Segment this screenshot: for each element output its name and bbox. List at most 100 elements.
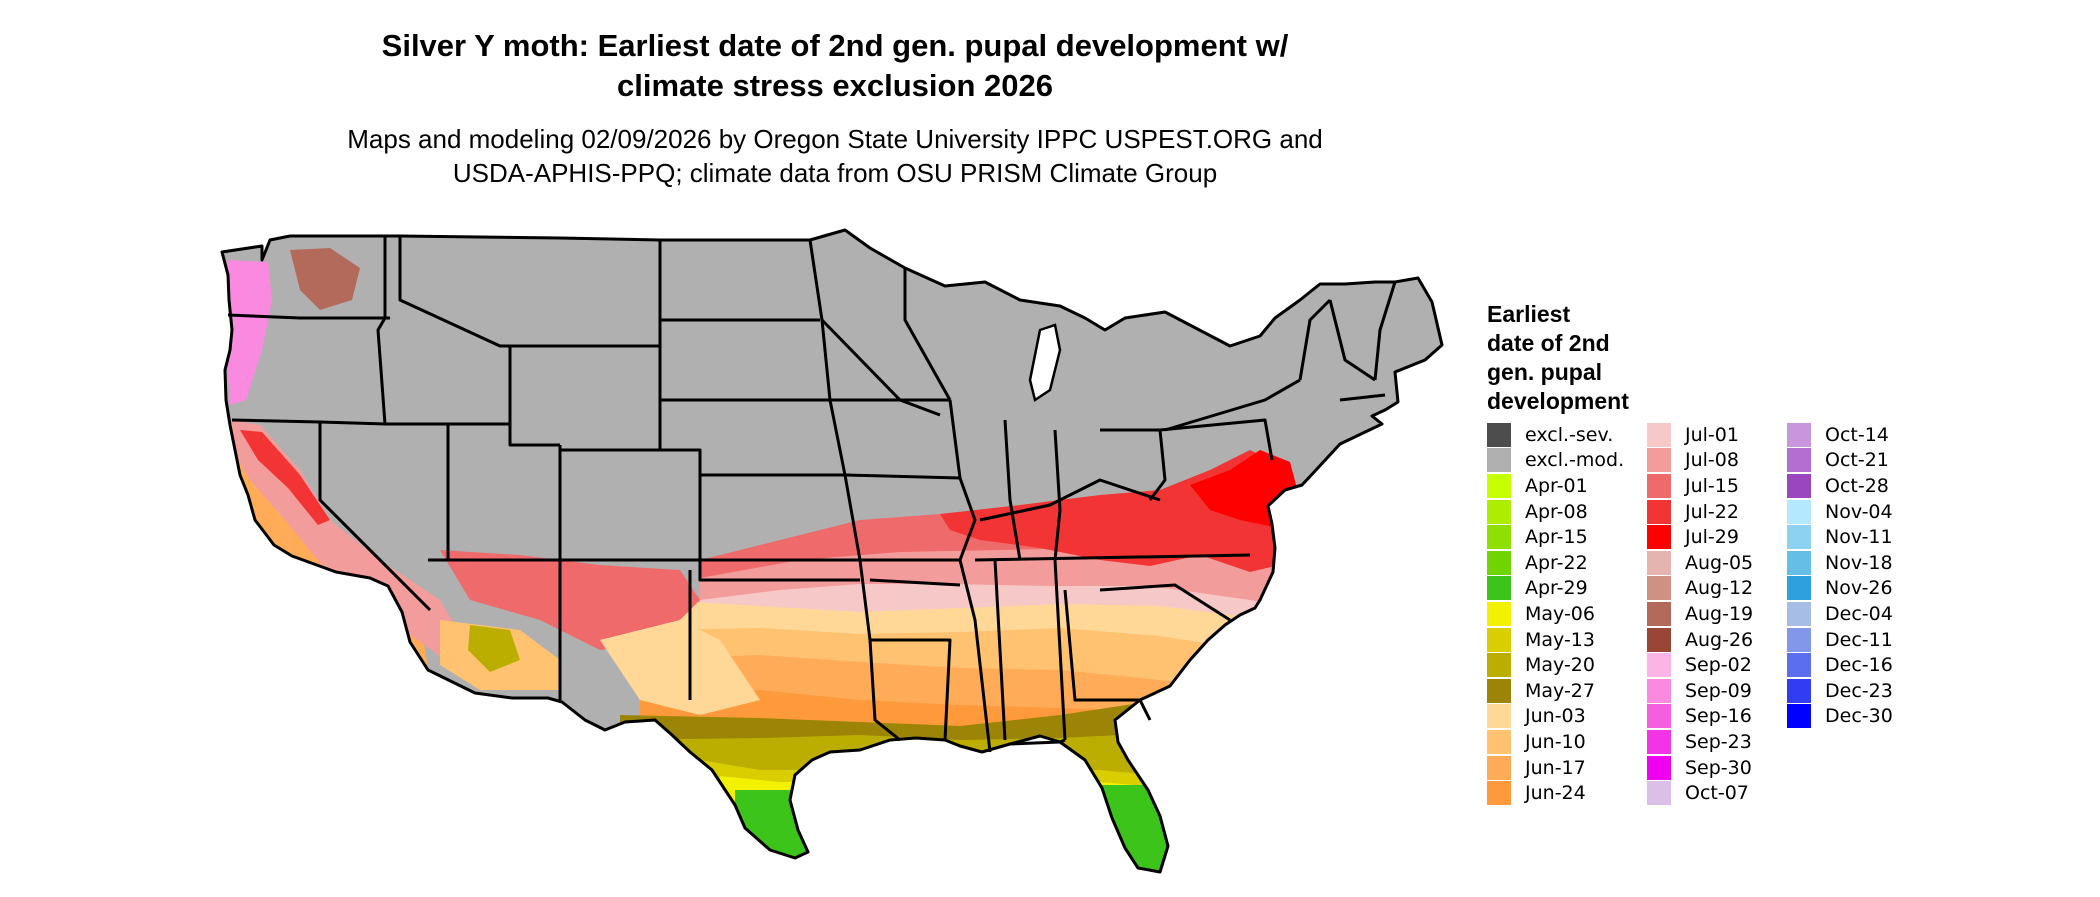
map-subtitle-line-2: USDA-APHIS-PPQ; climate data from OSU PR… [452,158,1218,188]
legend-item: May-13 [1487,627,1624,653]
legend-item: May-06 [1487,601,1624,627]
legend-swatch [1647,729,1671,754]
legend-label: Nov-04 [1825,500,1893,523]
map-title-line-1: Silver Y moth: Earliest date of 2nd gen.… [381,28,1289,63]
zone-aug-19-columbia-basin [290,248,360,310]
legend-label: Aug-26 [1685,628,1754,651]
zone-may-20-arizona [468,625,520,672]
legend-swatch [1487,601,1511,626]
legend-item: Apr-15 [1487,524,1624,550]
zone-jun-03-texas [600,620,760,715]
legend-swatch [1487,627,1511,652]
legend: Earliest date of 2nd gen. pupal developm… [1487,300,2087,820]
legend-swatch [1487,755,1511,780]
legend-swatch [1647,525,1671,550]
legend-column-2: Jul-01 Jul-08 Jul-15 Jul-22 Jul-29 Aug-05 Aug-… [1647,422,1753,806]
legend-swatch [1487,473,1511,498]
state-borders [220,228,1444,874]
legend-item: Apr-29 [1487,576,1624,602]
legend-swatch [1787,473,1811,498]
legend-label: Apr-01 [1525,474,1588,497]
legend-label: Jun-10 [1525,730,1586,753]
legend-label: Oct-14 [1825,423,1889,446]
legend-swatch [1647,601,1671,626]
legend-swatch [1787,550,1811,575]
legend-swatch [1487,550,1511,575]
legend-swatch [1487,781,1511,806]
legend-item: Dec-11 [1787,627,1893,653]
legend-swatch [1487,729,1511,754]
legend-label: Dec-30 [1825,705,1893,728]
legend-swatch [1787,678,1811,703]
legend-label: Sep-23 [1685,730,1752,753]
legend-item: Nov-26 [1787,576,1893,602]
legend-swatch [1487,499,1511,524]
legend-item: Jul-29 [1647,524,1753,550]
legend-swatch [1647,627,1671,652]
legend-item: Aug-12 [1647,576,1753,602]
legend-swatch [1487,448,1511,473]
legend-label: Dec-04 [1825,602,1893,625]
legend-item: Jul-22 [1647,499,1753,525]
legend-label: Oct-21 [1825,449,1889,472]
legend-label: Jul-15 [1685,474,1739,497]
legend-item: Dec-16 [1787,652,1893,678]
lake-michigan [1028,323,1062,403]
legend-label: Sep-16 [1685,705,1752,728]
legend-label: May-20 [1525,654,1595,677]
zone-jul-22-sierra-edge [240,430,330,525]
legend-label: Jul-08 [1685,449,1739,472]
legend-label: Jul-01 [1685,423,1739,446]
legend-swatch [1787,601,1811,626]
legend-label: Jul-29 [1685,526,1739,549]
legend-swatch [1787,627,1811,652]
legend-label: Apr-22 [1525,551,1588,574]
legend-title-line-3: gen. pupal [1487,359,1602,385]
legend-swatch [1787,422,1811,447]
legend-item: Oct-28 [1787,473,1893,499]
legend-swatch [1787,448,1811,473]
legend-item: Dec-04 [1787,601,1893,627]
legend-label: Sep-30 [1685,756,1752,779]
legend-item: Aug-19 [1647,601,1753,627]
legend-item: Sep-02 [1647,652,1753,678]
legend-label: Aug-12 [1685,577,1754,600]
legend-label: excl.-mod. [1525,449,1625,472]
legend-swatch [1787,499,1811,524]
map-title-line-2: climate stress exclusion 2026 [617,68,1053,103]
zone-jul-15-southwest [440,550,700,650]
legend-swatch [1647,755,1671,780]
zone-may-27-band [620,700,1300,872]
legend-item: Aug-05 [1647,550,1753,576]
legend-item: Jun-03 [1487,704,1624,730]
legend-item: excl.-mod. [1487,448,1624,474]
legend-title: Earliest date of 2nd gen. pupal developm… [1487,300,1687,416]
legend-swatch [1487,525,1511,550]
legend-label: Oct-07 [1685,782,1749,805]
legend-item: Nov-18 [1787,550,1893,576]
legend-label: excl.-sev. [1525,423,1614,446]
legend-item: Jul-15 [1647,473,1753,499]
zone-may-20-band [620,735,1300,872]
legend-item: Jul-01 [1647,422,1753,448]
legend-swatch [1487,576,1511,601]
legend-label: Oct-28 [1825,474,1889,497]
legend-label: May-06 [1525,602,1595,625]
legend-swatch [1787,704,1811,729]
legend-label: Aug-19 [1685,602,1754,625]
legend-item: Apr-01 [1487,473,1624,499]
legend-swatch [1647,448,1671,473]
zone-may-06-band [720,776,1300,872]
legend-item: Nov-04 [1787,499,1893,525]
legend-swatch [1787,576,1811,601]
legend-swatch [1787,525,1811,550]
legend-title-line-2: date of 2nd [1487,330,1610,356]
legend-item: Nov-11 [1787,524,1893,550]
legend-swatch [1647,678,1671,703]
legend-swatch [1487,653,1511,678]
legend-swatch [1647,422,1671,447]
legend-item: May-20 [1487,652,1624,678]
legend-swatch [1487,704,1511,729]
legend-swatch [1487,678,1511,703]
